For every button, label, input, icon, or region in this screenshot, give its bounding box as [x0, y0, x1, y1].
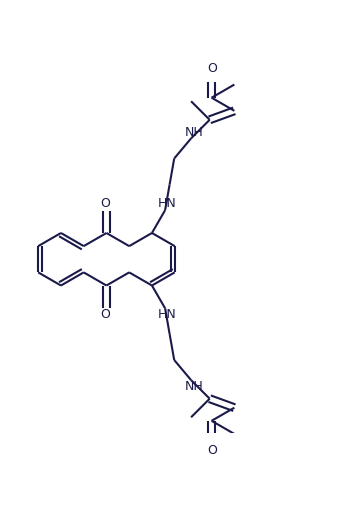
Text: NH: NH — [185, 380, 204, 393]
Text: HN: HN — [157, 197, 176, 211]
Text: O: O — [208, 443, 217, 457]
Text: O: O — [100, 197, 110, 210]
Text: O: O — [208, 62, 217, 75]
Text: O: O — [100, 308, 110, 321]
Text: NH: NH — [185, 126, 204, 139]
Text: HN: HN — [157, 308, 176, 321]
